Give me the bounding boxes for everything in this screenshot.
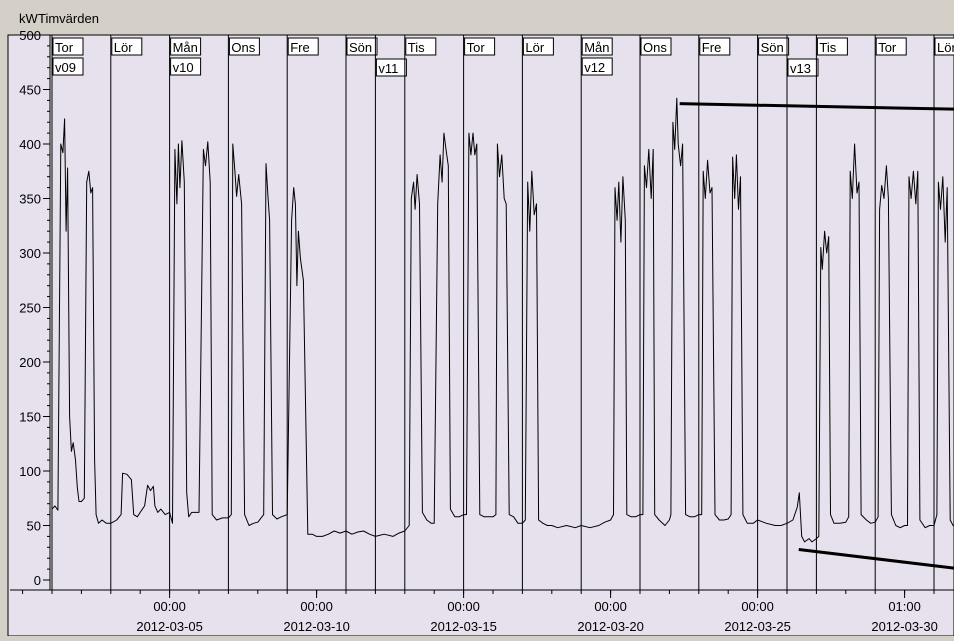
x-tick-time-label: 00:00 xyxy=(741,599,774,614)
day-label: Mån xyxy=(584,40,609,55)
day-label-box xyxy=(170,37,202,56)
day-label: Lör xyxy=(525,40,544,55)
week-label-box xyxy=(52,57,84,76)
y-tick-label: 350 xyxy=(19,192,41,207)
day-label: Tis xyxy=(819,40,836,55)
day-label: Ons xyxy=(643,40,667,55)
day-label-box xyxy=(934,37,954,56)
y-tick-label: 400 xyxy=(19,137,41,152)
day-label-box xyxy=(581,37,613,56)
y-tick-label: 50 xyxy=(27,519,41,534)
x-tick-time-label: 00:00 xyxy=(447,599,480,614)
week-label: v13 xyxy=(790,61,811,76)
day-label: Mån xyxy=(173,40,198,55)
day-markers: Tor v09 Lör Mån v10 Ons Fre Sön v11 Tis Tor Lör Mån v… xyxy=(51,35,954,590)
day-label: Ons xyxy=(231,40,255,55)
y-tick-label: 300 xyxy=(19,246,41,261)
day-label: Tor xyxy=(878,40,897,55)
y-tick-label: 200 xyxy=(19,355,41,370)
y-axis: 0 50 100 150 200 250 300 350 400 450 500 xyxy=(19,28,51,590)
day-label-box xyxy=(522,37,554,56)
x-tick-time-label: 00:00 xyxy=(153,599,186,614)
day-label-box xyxy=(346,37,378,56)
day-label: Sön xyxy=(349,40,372,55)
week-label-box xyxy=(787,58,819,77)
day-label-box xyxy=(758,37,790,56)
trend-lines xyxy=(679,102,954,570)
x-axis: 00:00 2012-03-05 00:00 2012-03-10 00:00 2012-… xyxy=(10,589,954,634)
week-label: v10 xyxy=(173,60,194,75)
y-tick-label: 500 xyxy=(19,28,41,43)
x-tick-date-label: 2012-03-30 xyxy=(871,619,938,634)
trend-line xyxy=(798,547,954,570)
day-label-box xyxy=(816,37,848,56)
y-tick-label: 100 xyxy=(19,464,41,479)
x-tick-date-label: 2012-03-15 xyxy=(430,619,497,634)
day-label: Fre xyxy=(702,40,722,55)
series-layer xyxy=(51,97,954,543)
day-label: Sön xyxy=(761,40,784,55)
day-label-box xyxy=(287,37,319,56)
week-label: v12 xyxy=(584,60,605,75)
day-label-box xyxy=(228,37,260,56)
day-label-box xyxy=(699,37,731,56)
day-label-box xyxy=(464,37,496,56)
chart-title: Timvärden xyxy=(38,11,99,26)
week-label-box xyxy=(170,57,202,76)
x-tick-time-label: 00:00 xyxy=(300,599,333,614)
day-label: Tis xyxy=(408,40,425,55)
day-label-box xyxy=(875,37,907,56)
week-label: v09 xyxy=(55,60,76,75)
day-label: Tor xyxy=(55,40,74,55)
day-label: Lör xyxy=(114,40,133,55)
unit-label: kW xyxy=(19,11,39,26)
day-label-box xyxy=(111,37,143,56)
week-label: v11 xyxy=(378,61,398,76)
day-label-box xyxy=(52,37,84,56)
x-tick-time-label: 00:00 xyxy=(594,599,627,614)
day-label: Fre xyxy=(290,40,310,55)
week-label-box xyxy=(581,57,613,76)
x-tick-date-label: 2012-03-10 xyxy=(283,619,350,634)
y-tick-label: 450 xyxy=(19,83,41,98)
day-label-box xyxy=(405,37,437,56)
y-tick-label: 250 xyxy=(19,301,41,316)
y-tick-label: 150 xyxy=(19,410,41,425)
y-tick-label: 0 xyxy=(34,573,41,588)
day-label: Lör xyxy=(937,40,954,55)
x-tick-date-label: 2012-03-20 xyxy=(577,619,644,634)
x-tick-date-label: 2012-03-25 xyxy=(724,619,791,634)
x-tick-date-label: 2012-03-05 xyxy=(136,619,203,634)
week-label-box xyxy=(375,58,407,77)
day-label: Tor xyxy=(467,40,486,55)
x-tick-time-label: 01:00 xyxy=(888,599,921,614)
day-label-box xyxy=(640,37,672,56)
series-line xyxy=(51,97,954,543)
plot-area xyxy=(7,34,954,637)
trend-line xyxy=(679,102,954,111)
